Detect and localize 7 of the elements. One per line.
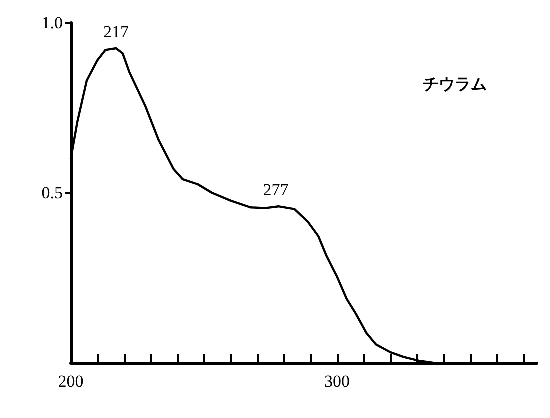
y-tick-label: 1.0: [42, 14, 63, 32]
annotation: 277: [263, 180, 290, 200]
y-tick-label: 0.5: [42, 184, 63, 202]
x-tick-label: 200: [58, 372, 84, 391]
annotation: 217: [104, 22, 130, 42]
annotation: チウラム: [423, 74, 487, 94]
x-tick-label: 300: [324, 372, 350, 391]
